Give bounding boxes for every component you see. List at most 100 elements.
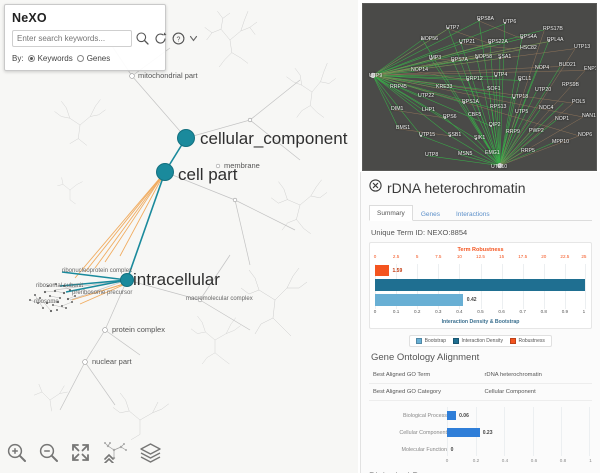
gene-node[interactable] (449, 135, 452, 138)
go-row-cellular-component: Cellular Component (369, 424, 592, 441)
fit-screen-icon[interactable] (70, 442, 91, 468)
bar-value-robustness: 1.59 (392, 268, 403, 274)
gene-node[interactable] (421, 38, 424, 41)
gene-node[interactable] (499, 57, 502, 60)
gene-node[interactable] (475, 138, 478, 141)
radio-keywords-dot (27, 55, 35, 62)
chart-legend[interactable]: Bootstrap Interaction Density Robustness (409, 335, 552, 347)
details-header: rDNA heterochromatin (369, 172, 592, 201)
go-term-value: rDNA heterochromatin (480, 367, 592, 384)
chevron-down-icon[interactable] (189, 31, 198, 46)
search-input[interactable] (12, 30, 132, 47)
gene-node[interactable] (489, 42, 492, 45)
axis-tick: 0 (373, 309, 377, 314)
axis-tick: 1 (582, 309, 586, 314)
bar-biological-process (447, 411, 456, 420)
axis-tick: 0.8 (559, 458, 567, 463)
axis-tick: 0 (445, 458, 449, 463)
table-row: Best Aligned GO Term rDNA heterochromati… (369, 367, 592, 384)
axis-tick: 17.5 (518, 254, 528, 259)
tree-hub-cell-part[interactable] (156, 163, 174, 181)
gene-node[interactable] (460, 42, 463, 45)
search-panel[interactable]: NeXO ? By: Keywords Genes (4, 4, 198, 71)
go-chart-plot: 0.06 0.23 0 (447, 407, 591, 456)
chart-plot-area: 1.59 0.42 (375, 264, 587, 309)
gene-node[interactable] (430, 58, 433, 61)
gene-node[interactable] (504, 22, 507, 25)
axis-tick: 0.2 (472, 458, 480, 463)
gene-node[interactable] (467, 79, 470, 82)
bar-value-bootstrap: 0.42 (466, 297, 477, 303)
gene-node[interactable] (463, 102, 466, 105)
legend-label: Robustness (518, 338, 545, 344)
gene-node[interactable] (476, 57, 479, 60)
details-tabs[interactable]: Summary Genes Interactions (369, 204, 592, 221)
radio-genes-dot (76, 55, 84, 62)
radio-genes-label: Genes (86, 54, 111, 63)
legend-swatch (416, 338, 423, 344)
refresh-icon[interactable] (153, 31, 168, 46)
gene-interaction-network[interactable]: UTP9 NOP56 UTP7 RPS8A UTP6 RPS17B UTP21 … (362, 3, 597, 171)
legend-item-interaction-density[interactable]: Interaction Density (453, 338, 503, 344)
axis-tick: 7.5 (435, 254, 442, 259)
axis-tick: 12.5 (476, 254, 485, 259)
axis-tick: 2.5 (392, 254, 400, 259)
gene-node[interactable] (447, 27, 450, 30)
gene-node[interactable] (495, 75, 498, 78)
axis-tick: 0.9 (561, 309, 569, 314)
radio-keywords[interactable]: Keywords (27, 54, 73, 63)
legend-swatch (509, 338, 516, 344)
tab-genes[interactable]: Genes (420, 211, 440, 218)
help-icon[interactable]: ? (171, 31, 186, 46)
view-toolbar[interactable] (6, 442, 162, 468)
app-title: NeXO (12, 11, 47, 25)
gene-node[interactable] (444, 117, 447, 120)
legend-label: Bootstrap (424, 338, 447, 344)
go-row-biological-process: Biological Process (369, 407, 592, 424)
zoom-in-icon[interactable] (6, 442, 27, 468)
axis-tick: 20 (541, 254, 547, 259)
go-alignment-table: Best Aligned GO Term rDNA heterochromati… (369, 367, 592, 401)
axis-tick: 22.5 (560, 254, 570, 259)
network-edges (370, 20, 586, 169)
tree-hub-cellular-component[interactable] (177, 129, 195, 147)
gene-node[interactable] (420, 135, 423, 138)
go-category-key: Best Aligned GO Category (369, 383, 481, 401)
bar-interaction-density (375, 279, 586, 291)
gene-node[interactable] (548, 40, 551, 43)
gene-node[interactable] (521, 37, 524, 40)
axis-tick: 0.6 (498, 309, 505, 314)
axis-tick: 0.2 (413, 309, 421, 314)
tree-graph[interactable] (0, 0, 358, 473)
layers-icon[interactable] (139, 442, 162, 468)
tab-summary[interactable]: Summary (369, 205, 413, 221)
gene-node[interactable] (519, 79, 522, 82)
close-icon[interactable] (369, 179, 382, 197)
bar-robustness (375, 265, 389, 276)
go-category-value: Cellular Component (480, 383, 592, 401)
radio-genes[interactable]: Genes (76, 54, 111, 63)
chart-top-axis: 0 2.5 5 7.5 10 12.5 15 17.5 20 22.5 25 (373, 254, 587, 263)
bar-value-biological-process: 0.06 (459, 412, 469, 419)
tree-hub-intracellular[interactable] (120, 273, 134, 287)
gene-node[interactable] (478, 19, 481, 22)
chart-top-axis-title: Term Robustness (457, 247, 504, 253)
table-row: Best Aligned GO Category Cellular Compon… (369, 383, 592, 401)
radio-keywords-label: Keywords (37, 54, 73, 63)
tree-visualization-canvas[interactable]: cellular_component cell part intracellul… (0, 0, 358, 473)
term-details-panel[interactable]: rDNA heterochromatin Summary Genes Inter… (360, 172, 600, 473)
search-icon[interactable] (135, 31, 150, 46)
collapse-tree-icon[interactable] (102, 442, 128, 468)
bar-value-cellular-component: 0.23 (482, 429, 493, 436)
robustness-bar-chart: Term Robustness 0 2.5 5 7.5 10 12.5 15 1… (369, 242, 592, 329)
gene-node[interactable] (452, 60, 455, 63)
legend-label: Interaction Density (461, 338, 503, 344)
legend-item-robustness[interactable]: Robustness (509, 338, 545, 344)
axis-tick: 0 (373, 254, 377, 259)
zoom-out-icon[interactable] (38, 442, 59, 468)
gene-node[interactable] (490, 125, 493, 128)
tab-interactions[interactable]: Interactions (455, 211, 490, 218)
gene-node[interactable] (513, 97, 516, 100)
legend-item-bootstrap[interactable]: Bootstrap (416, 338, 446, 344)
axis-tick: 0.4 (456, 309, 463, 314)
